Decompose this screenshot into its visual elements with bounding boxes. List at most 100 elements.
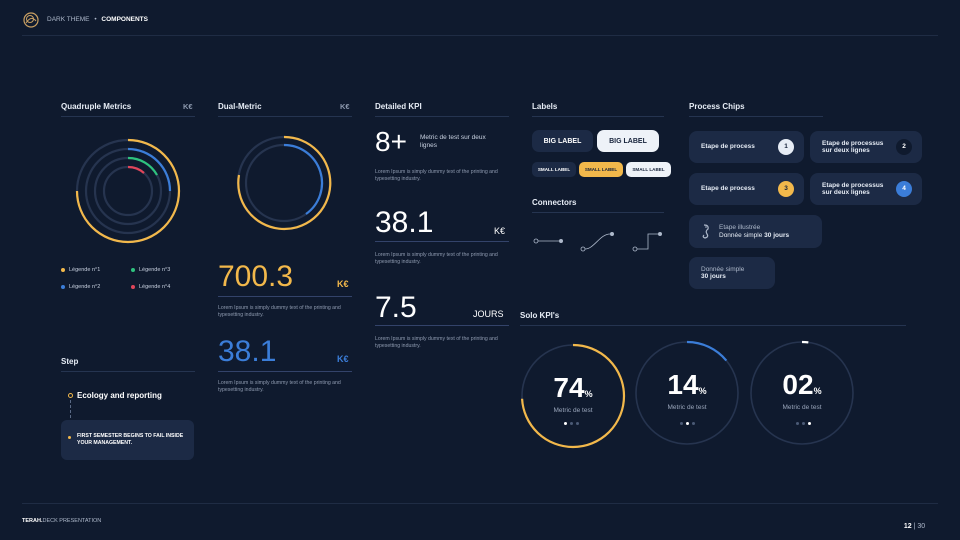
solo-ring-1: [520, 343, 626, 449]
illustrated-chip[interactable]: Etape illustrée Donnée simple 30 jours: [689, 215, 822, 248]
detailed-kpi3-text: Lorem Ipsum is simply dummy text of the …: [375, 336, 498, 349]
detailed-rule: [375, 116, 509, 117]
legend-dot-gold: [61, 268, 65, 272]
process-chip-4[interactable]: Etape de processus sur deux lignes 4: [810, 173, 922, 205]
footer-divider: [22, 503, 938, 504]
simple-data-chip[interactable]: Donnée simple 30 jours: [689, 257, 775, 289]
solo-label-3: Metric de test: [782, 404, 822, 411]
theme-label: DARK THEME: [47, 16, 90, 23]
process-chip-2[interactable]: Etape de processus sur deux lignes 2: [810, 131, 922, 163]
detailed-kpi3-unit: JOURS: [473, 309, 504, 319]
small-label-gold-button[interactable]: SMALL LABEL: [579, 162, 623, 177]
step-rule: [61, 371, 195, 372]
process-chip-4-label: Etape de processus sur deux lignes: [822, 181, 884, 197]
solo-value-1: 74%: [520, 372, 626, 404]
legend-item-4: Légende n°4: [131, 284, 170, 290]
dual-rule: [218, 116, 352, 117]
simple-data-title: Donnée simple: [701, 265, 745, 273]
dual-title: Dual-Metric: [218, 102, 262, 111]
detailed-kpi1-desc: Metric de test sur deux lignes: [420, 134, 486, 149]
page-separator: |: [911, 523, 918, 530]
dual-ring-gold: [237, 135, 332, 231]
legend-label-2: Légende n°2: [69, 284, 101, 290]
solo-value-1-number: 74: [553, 372, 585, 403]
breadcrumb-separator: •: [94, 16, 97, 23]
legend-dot-green: [131, 268, 135, 272]
legend-item-1: Légende n°1: [61, 267, 100, 273]
footer-brand-rest: DECK PRESENTATION: [42, 518, 102, 524]
process-chip-1-label: Etape de process: [701, 143, 755, 151]
labels-rule: [532, 116, 664, 117]
detailed-kpi3-rule: [375, 325, 509, 326]
process-chip-2-number: 2: [896, 139, 912, 155]
detailed-kpi1-value: 8+: [375, 126, 407, 157]
detailed-kpi3-value: 7.5: [375, 291, 417, 324]
process-chip-4-number: 4: [896, 181, 912, 197]
solo-ring-2-progress: [634, 340, 740, 446]
connector-step-icon: [632, 232, 662, 252]
ring-series-3: [127, 156, 158, 176]
small-label-light-button[interactable]: SMALL LABEL: [626, 162, 671, 177]
solo-rule: [520, 325, 906, 326]
process-title: Process Chips: [689, 102, 745, 111]
dual-ring-chart: [236, 135, 332, 231]
dual-value-1: 700.3: [218, 260, 294, 293]
legend-label-4: Légende n°4: [139, 284, 171, 290]
solo-ring-2: [634, 340, 740, 446]
connectors-rule: [532, 212, 664, 213]
simple-data-chip-text: Donnée simple 30 jours: [701, 266, 744, 281]
seahorse-icon: [702, 224, 709, 239]
section-label: COMPONENTS: [101, 16, 148, 23]
quadruple-title: Quadruple Metrics: [61, 102, 132, 111]
process-chip-3-number: 3: [778, 181, 794, 197]
quadruple-rule: [61, 116, 195, 117]
legend-label-3: Légende n°3: [139, 267, 171, 273]
small-label-dark-button[interactable]: SMALL LABEL: [532, 162, 576, 177]
step-title: Step: [61, 357, 79, 366]
big-label-outline-button[interactable]: BIG LABEL: [532, 130, 593, 152]
dual-rule-2: [218, 371, 352, 372]
dual-rule-1: [218, 296, 352, 297]
solo-value-2-unit: %: [698, 386, 707, 396]
step-item-2: FIRST SEMESTER BEGINS TO FAIL INSIDE YOU…: [77, 433, 184, 446]
connector-curve-icon: [580, 232, 614, 252]
simple-data-value: 30 jours: [701, 273, 726, 280]
page-indicator: 12 | 30: [900, 516, 925, 530]
process-chip-3[interactable]: Etape de process 3: [689, 173, 804, 205]
solo-value-1-unit: %: [584, 389, 593, 399]
solo-label-2: Metric de test: [667, 404, 707, 411]
dual-unit-2: K€: [337, 354, 349, 364]
process-chip-3-label: Etape de process: [701, 185, 755, 193]
page-current: 12: [903, 523, 912, 530]
illustrated-chip-data: Donnée simple 30 jours: [719, 232, 789, 240]
ring-series-2: [127, 147, 172, 192]
legend-label-1: Légende n°1: [69, 267, 101, 273]
big-label-filled-button[interactable]: BIG LABEL: [597, 130, 659, 152]
illustrated-chip-title: Etape illustrée: [719, 224, 761, 231]
detailed-kpi2-unit: K€: [494, 226, 506, 236]
illustrated-chip-label: Donnée simple: [719, 231, 763, 239]
solo-title: Solo KPI's: [520, 311, 560, 320]
page-total: 30: [917, 523, 926, 530]
dual-ring-blue: [283, 143, 324, 215]
solo-pager-3: [796, 422, 811, 425]
solo-ring-1-progress: [520, 343, 626, 449]
step-dot-active-icon: [68, 436, 71, 439]
header-breadcrumb: DARK THEME • COMPONENTS: [47, 16, 148, 23]
process-chip-1[interactable]: Etape de process 1: [689, 131, 804, 163]
quadruple-ring-chart: [75, 138, 181, 244]
dual-text-1: Lorem Ipsum is simply dummy text of the …: [218, 305, 341, 318]
detailed-title: Detailed KPI: [375, 102, 422, 111]
solo-value-3: 02%: [749, 369, 855, 401]
detailed-kpi2-rule: [375, 241, 509, 242]
ring-series-4: [127, 165, 145, 174]
step-dot-icon: [68, 393, 73, 398]
footer-brand: TERAH.DECK PRESENTATION: [22, 518, 101, 524]
solo-ring-3-progress: [749, 340, 855, 446]
solo-value-2: 14%: [634, 369, 740, 401]
dual-unit: K€: [340, 102, 350, 111]
connector-straight-icon: [533, 238, 563, 244]
header-divider: [22, 35, 938, 36]
detailed-kpi2-value: 38.1: [375, 206, 434, 239]
detailed-kpi2-text: Lorem Ipsum is simply dummy text of the …: [375, 252, 498, 265]
